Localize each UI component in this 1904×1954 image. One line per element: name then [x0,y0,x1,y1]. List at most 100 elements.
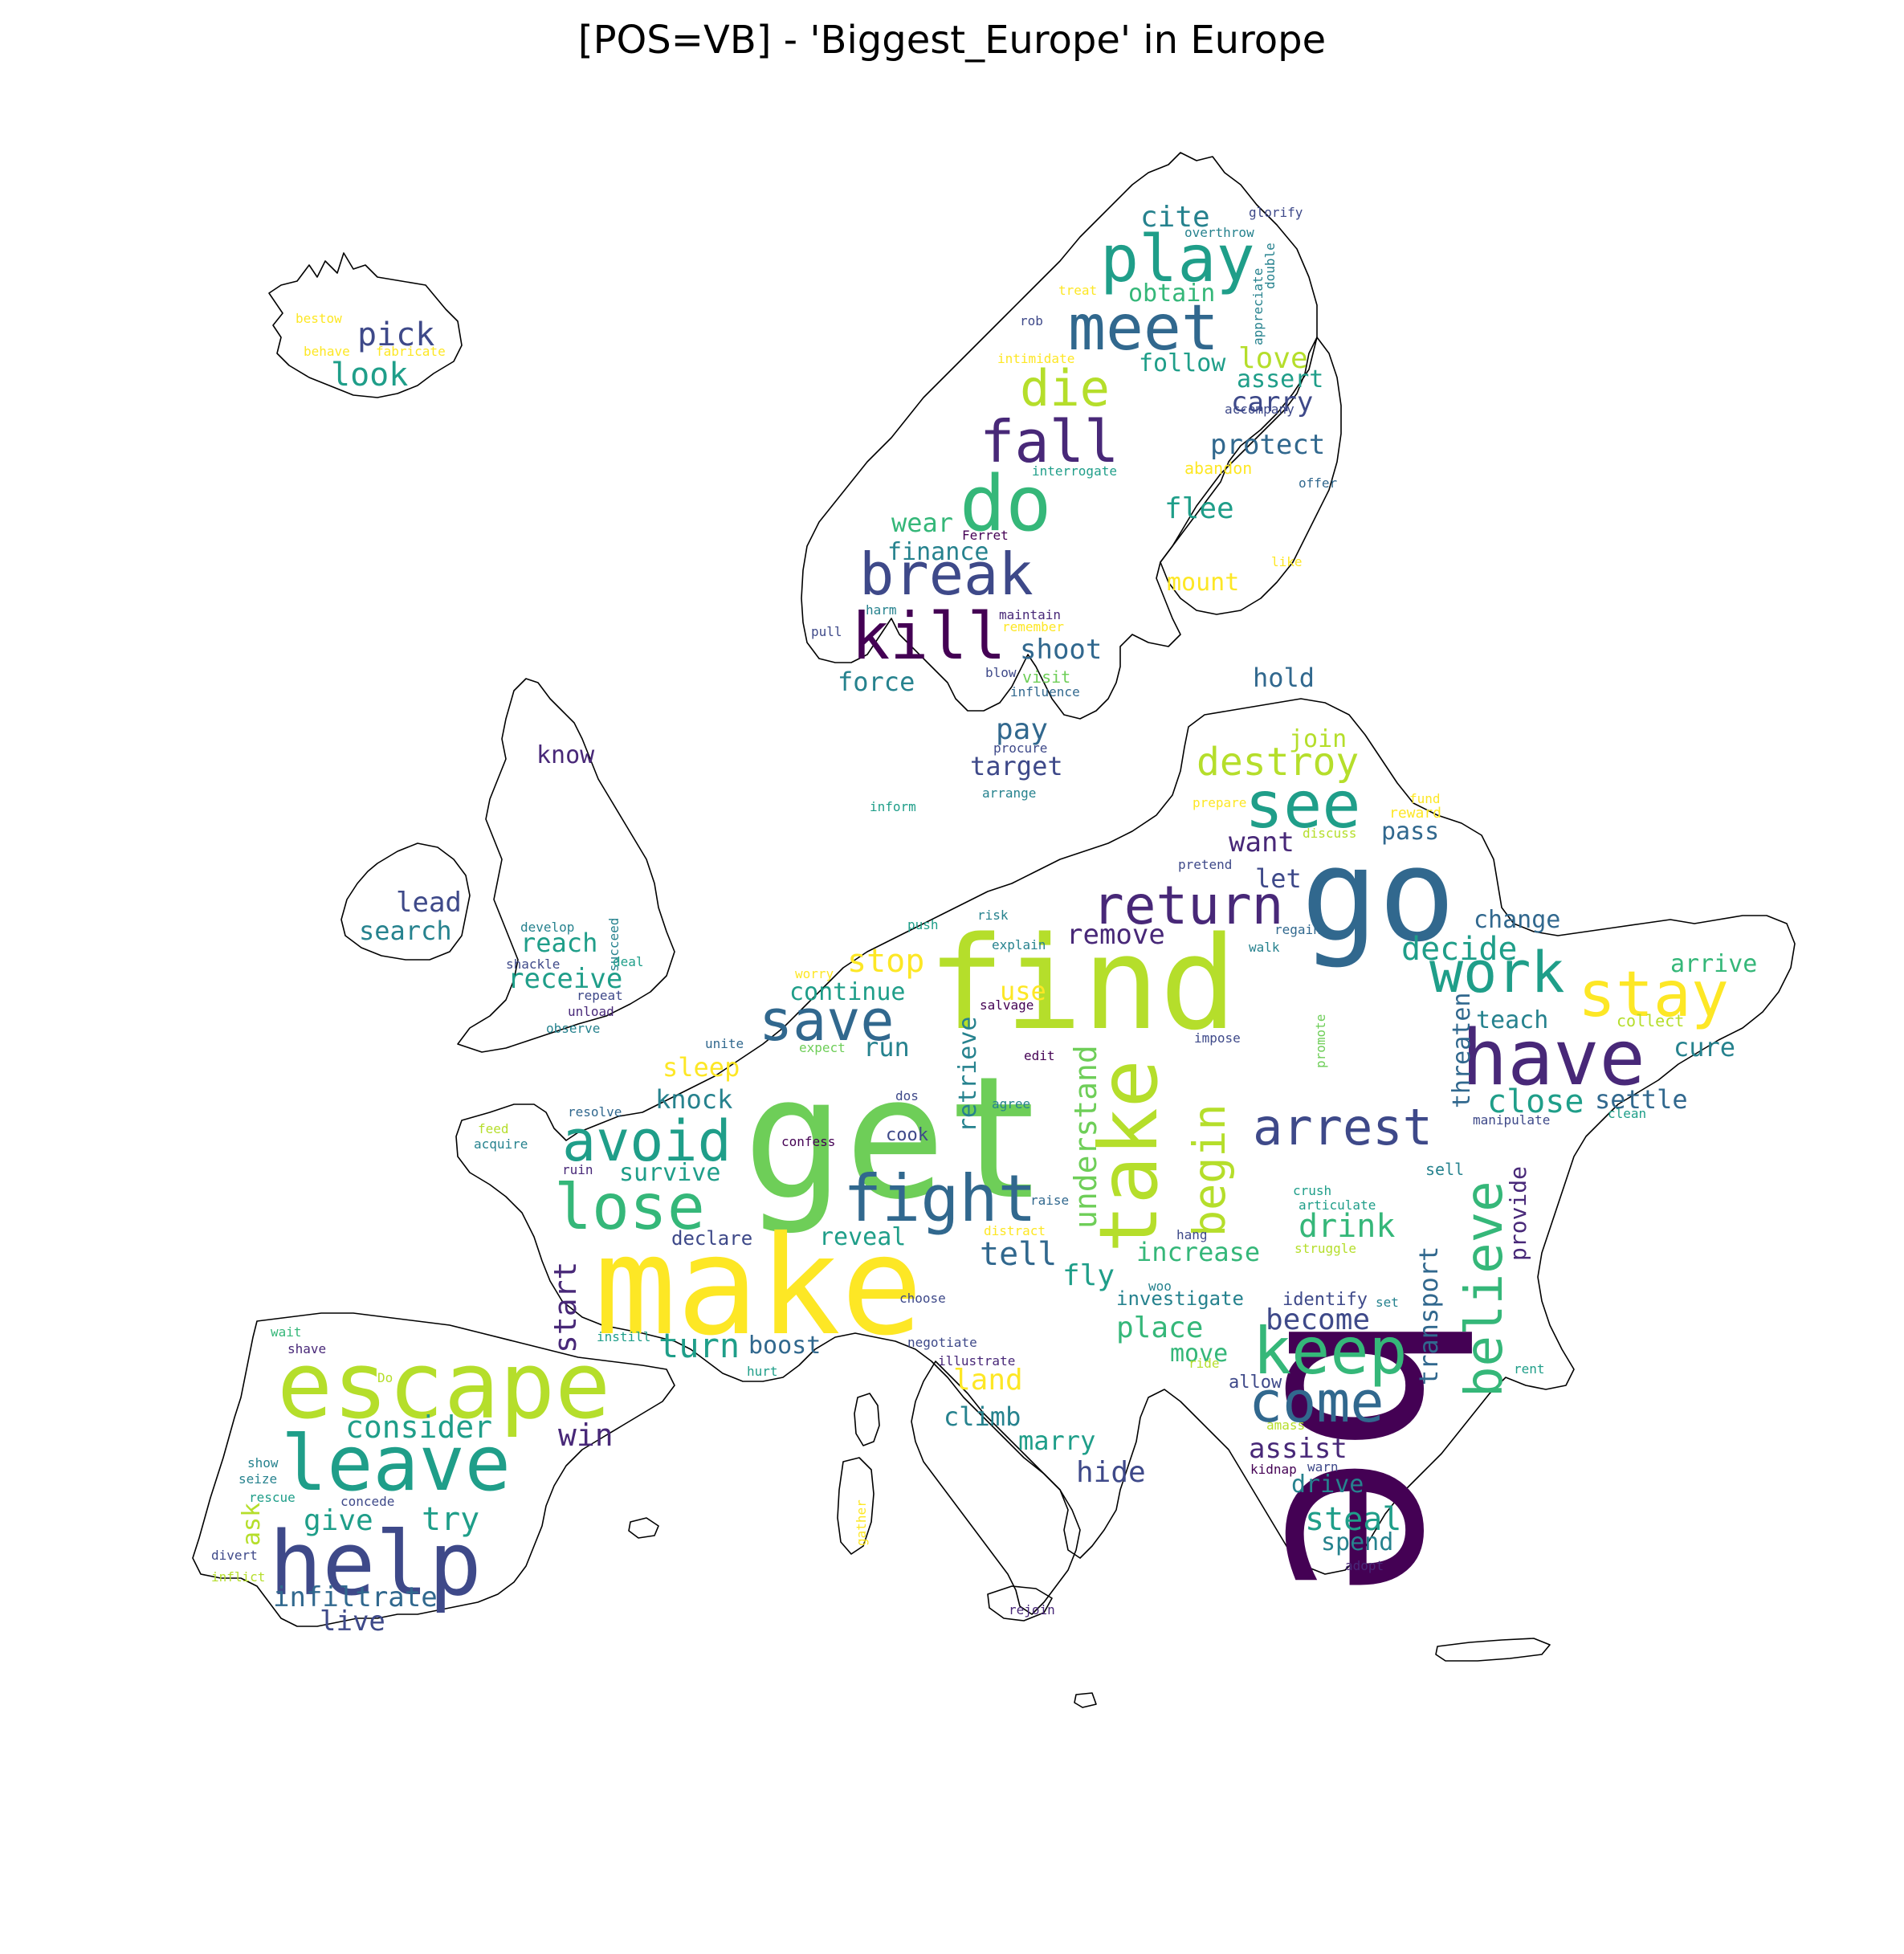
word-play: play [1100,222,1255,296]
word-stop: stop [847,943,924,980]
word-move: move [1170,1340,1228,1368]
word-continue: continue [789,978,906,1006]
word-marry: marry [1018,1426,1095,1456]
italy-outline [911,1360,1081,1615]
word-arrive: arrive [1670,950,1757,978]
word-resolve: resolve [568,1104,622,1120]
mainland-europe-outline [455,698,1796,1575]
word-wait: wait [271,1324,302,1340]
word-survive: survive [619,1159,720,1187]
word-wear: wear [891,508,953,538]
word-cite: cite [1140,201,1210,234]
figure-title: [POS=VB] - 'Biggest_Europe' in Europe [577,18,1327,63]
word-arrest: arrest [1253,1098,1433,1156]
word-accompany: accompany [1225,402,1294,417]
word-unload: unload [568,1004,614,1019]
word-transport: transport [1413,1246,1444,1385]
word-glorify: glorify [1249,205,1303,220]
word-woo: woo [1148,1279,1172,1294]
word-rescue: rescue [249,1490,296,1505]
word-treat: treat [1058,283,1097,298]
word-seize: seize [239,1471,277,1487]
word-pick: pick [357,316,434,353]
europe-outline [192,152,1796,1708]
word-die: die [1020,359,1110,418]
word-inform: inform [870,799,916,814]
word-receive: receive [508,963,622,995]
word-stay: stay [1578,959,1729,1031]
word-rejoin: rejoin [1009,1602,1055,1617]
word-discuss: discuss [1303,826,1356,841]
word-clean: clean [1608,1106,1646,1121]
word-assist: assist [1249,1433,1347,1465]
word-consider: consider [345,1409,492,1445]
word-tell: tell [980,1236,1057,1273]
malta-outline [1074,1692,1097,1708]
word-give: give [304,1504,373,1537]
word-settle: settle [1595,1084,1688,1115]
word-allow: allow [1229,1373,1282,1393]
word-infiltrate: infiltrate [273,1581,438,1613]
word-visit: visit [1022,667,1070,687]
word-remember: remember [1002,619,1064,634]
word-appreciate: appreciate [1250,268,1266,345]
word-edit: edit [1024,1048,1055,1063]
word-shave: shave [287,1341,326,1356]
word-hurt: hurt [747,1364,778,1379]
word-keep: keep [1253,1314,1408,1389]
word-hide: hide [1076,1456,1146,1489]
word-want: want [1229,826,1294,859]
word-mount: mount [1167,569,1239,597]
word-offer: offer [1299,475,1338,491]
word-amass: amass [1266,1418,1305,1433]
word-come: come [1249,1369,1384,1435]
word-succeed: succeed [606,918,622,972]
great-britain-outline [457,678,675,1053]
word-provide: provide [1505,1166,1531,1261]
word-land: land [953,1364,1023,1397]
word-avoid: avoid [562,1108,732,1174]
word-do: Do [377,1370,393,1385]
ireland-outline [340,842,471,961]
word-increase: increase [1136,1237,1260,1267]
word-agree: agree [992,1096,1030,1112]
word-become: become [1266,1303,1370,1336]
word-help: help [269,1512,482,1615]
word-drive: drive [1291,1471,1364,1499]
word-pay: pay [996,713,1048,746]
word-raise: raise [1030,1193,1069,1208]
word-distract: distract [984,1223,1046,1238]
word-retrieve: retrieve [954,1017,982,1133]
word-like: like [1271,554,1303,569]
word-save: save [759,988,895,1054]
word-concede: concede [340,1494,394,1509]
word-ask: ask [238,1503,266,1546]
word-love: love [1238,342,1308,375]
word-sell: sell [1425,1160,1464,1179]
word-develop: develop [520,920,574,935]
word-cook: cook [886,1125,928,1145]
word-join: join [1289,725,1347,753]
word-influence: influence [1010,684,1080,700]
word-negotiate: negotiate [907,1335,977,1350]
word-worry: worry [795,966,834,981]
word-divert: divert [211,1548,258,1563]
word-pretend: pretend [1178,857,1232,872]
word-repeat: repeat [577,988,623,1003]
word-close: close [1487,1083,1584,1120]
word-ferret: Ferret [962,528,1009,543]
word-collect: collect [1617,1011,1684,1030]
word-go: go [1301,820,1456,970]
word-shackle: shackle [506,957,560,972]
word-search: search [359,916,452,946]
word-warn: warn [1307,1459,1339,1475]
word-live: live [320,1605,385,1638]
word-cure: cure [1674,1032,1735,1063]
word-observe: observe [546,1021,600,1036]
word-obtain: obtain [1128,279,1215,308]
word-adopt: adopt [1345,1558,1384,1573]
word-steal: steal [1305,1501,1401,1538]
word-lose: lose [554,1172,705,1244]
word-kidnap: kidnap [1250,1462,1297,1477]
